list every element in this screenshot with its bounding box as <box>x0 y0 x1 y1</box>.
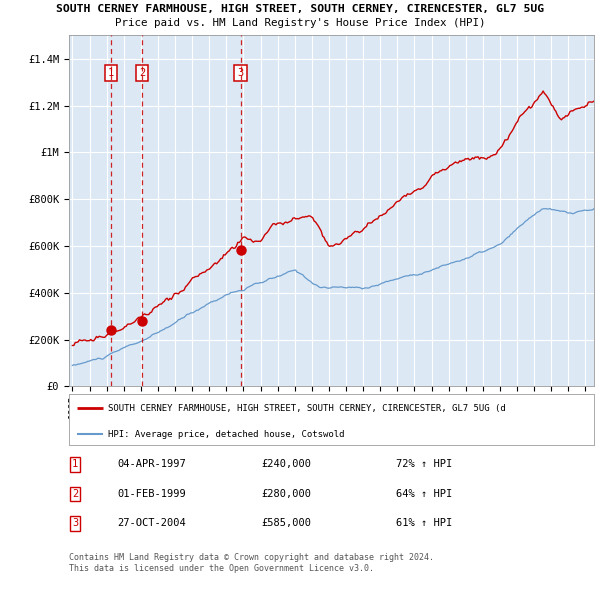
Text: 3: 3 <box>238 68 244 78</box>
Text: 27-OCT-2004: 27-OCT-2004 <box>117 519 186 528</box>
Text: Contains HM Land Registry data © Crown copyright and database right 2024.: Contains HM Land Registry data © Crown c… <box>69 553 434 562</box>
Text: 64% ↑ HPI: 64% ↑ HPI <box>396 489 452 499</box>
Text: £240,000: £240,000 <box>261 460 311 469</box>
Text: 61% ↑ HPI: 61% ↑ HPI <box>396 519 452 528</box>
Text: SOUTH CERNEY FARMHOUSE, HIGH STREET, SOUTH CERNEY, CIRENCESTER, GL7 5UG (d: SOUTH CERNEY FARMHOUSE, HIGH STREET, SOU… <box>109 404 506 412</box>
Text: 04-APR-1997: 04-APR-1997 <box>117 460 186 469</box>
Text: 2: 2 <box>72 489 78 499</box>
Text: 1: 1 <box>72 460 78 469</box>
Text: HPI: Average price, detached house, Cotswold: HPI: Average price, detached house, Cots… <box>109 430 345 438</box>
Text: 1: 1 <box>108 68 114 78</box>
Text: SOUTH CERNEY FARMHOUSE, HIGH STREET, SOUTH CERNEY, CIRENCESTER, GL7 5UG: SOUTH CERNEY FARMHOUSE, HIGH STREET, SOU… <box>56 4 544 14</box>
Text: £585,000: £585,000 <box>261 519 311 528</box>
Text: This data is licensed under the Open Government Licence v3.0.: This data is licensed under the Open Gov… <box>69 565 374 573</box>
Text: £280,000: £280,000 <box>261 489 311 499</box>
Text: Price paid vs. HM Land Registry's House Price Index (HPI): Price paid vs. HM Land Registry's House … <box>115 18 485 28</box>
Text: 3: 3 <box>72 519 78 528</box>
Text: 72% ↑ HPI: 72% ↑ HPI <box>396 460 452 469</box>
Text: 2: 2 <box>139 68 145 78</box>
Text: 01-FEB-1999: 01-FEB-1999 <box>117 489 186 499</box>
